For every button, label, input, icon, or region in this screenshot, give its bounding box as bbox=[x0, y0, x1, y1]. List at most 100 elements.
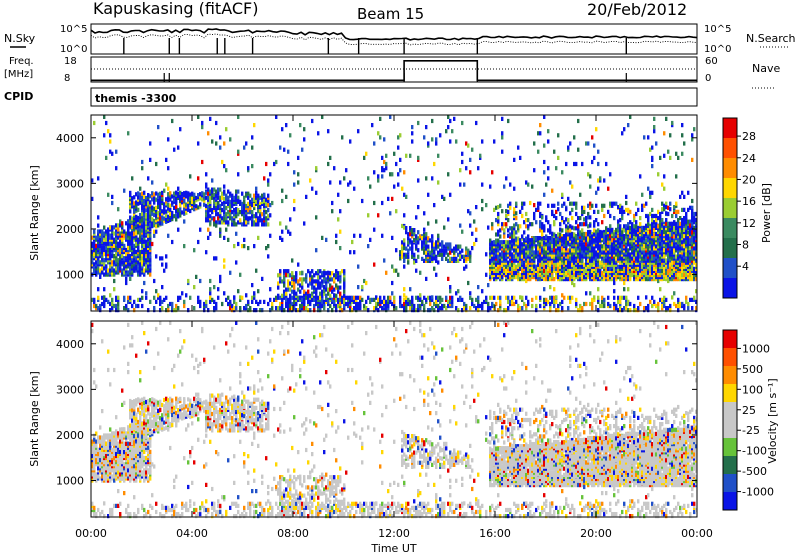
range-cell bbox=[621, 205, 624, 210]
range-cell bbox=[129, 262, 132, 267]
range-cell bbox=[385, 270, 388, 275]
range-cell bbox=[93, 229, 96, 234]
range-cell bbox=[587, 211, 590, 217]
range-cell bbox=[141, 295, 144, 300]
range-cell bbox=[581, 274, 584, 279]
range-cell bbox=[385, 299, 388, 304]
range-cell bbox=[499, 228, 502, 233]
range-cell bbox=[287, 303, 290, 309]
range-cell bbox=[307, 299, 310, 304]
range-cell bbox=[101, 245, 104, 250]
range-cell bbox=[137, 248, 140, 253]
range-cell bbox=[503, 308, 506, 313]
range-cell bbox=[103, 252, 106, 257]
range-cell bbox=[153, 223, 156, 228]
range-cell bbox=[569, 201, 572, 206]
range-cell bbox=[255, 218, 258, 223]
range-cell bbox=[603, 303, 606, 309]
range-cell bbox=[183, 219, 186, 224]
range-cell bbox=[527, 182, 530, 187]
range-cell bbox=[141, 203, 144, 209]
range-cell bbox=[335, 293, 338, 298]
range-cell bbox=[279, 276, 282, 281]
range-cell bbox=[551, 231, 554, 236]
range-cell bbox=[513, 254, 516, 259]
range-cell bbox=[505, 268, 508, 273]
range-cell bbox=[263, 192, 266, 197]
range-cell bbox=[571, 256, 574, 261]
range-cell bbox=[151, 241, 154, 247]
range-cell bbox=[591, 159, 594, 165]
range-cell bbox=[591, 258, 594, 263]
range-cell bbox=[179, 207, 182, 212]
range-cell bbox=[643, 203, 646, 208]
range-cell bbox=[589, 184, 592, 189]
range-cell bbox=[497, 205, 500, 210]
range-cell bbox=[577, 254, 580, 259]
range-cell bbox=[627, 299, 630, 304]
range-cell bbox=[137, 215, 140, 221]
range-cell bbox=[621, 244, 624, 249]
range-cell bbox=[287, 287, 290, 292]
cpid-label: CPID bbox=[4, 90, 33, 103]
range-cell bbox=[191, 199, 194, 204]
range-cell bbox=[367, 213, 370, 218]
range-cell bbox=[523, 201, 526, 206]
range-cell bbox=[623, 240, 626, 245]
range-cell bbox=[311, 186, 314, 191]
range-cell bbox=[625, 200, 628, 206]
range-cell bbox=[101, 295, 104, 300]
range-cell bbox=[459, 182, 462, 187]
range-cell bbox=[401, 254, 404, 259]
range-cell bbox=[315, 248, 318, 253]
range-cell bbox=[621, 216, 624, 221]
range-cell bbox=[123, 295, 126, 300]
range-cell bbox=[121, 254, 124, 259]
range-cell bbox=[563, 268, 566, 273]
range-cell bbox=[295, 301, 298, 307]
range-cell bbox=[547, 166, 550, 171]
range-cell bbox=[137, 237, 140, 242]
range-cell bbox=[383, 168, 386, 173]
range-cell bbox=[523, 220, 526, 225]
range-cell bbox=[403, 264, 406, 269]
range-cell bbox=[177, 191, 180, 196]
range-cell bbox=[543, 264, 546, 269]
range-cell bbox=[643, 236, 646, 241]
range-cell bbox=[319, 285, 322, 290]
range-cell bbox=[315, 295, 318, 300]
range-cell bbox=[151, 191, 154, 196]
range-cell bbox=[345, 168, 348, 173]
range-cell bbox=[311, 118, 314, 124]
range-cell bbox=[403, 213, 406, 218]
range-cell bbox=[565, 234, 568, 239]
range-cell bbox=[575, 220, 578, 225]
range-cell bbox=[575, 205, 578, 210]
range-cell bbox=[229, 191, 232, 196]
range-cell bbox=[475, 227, 478, 232]
range-cell bbox=[173, 147, 176, 152]
range-cell bbox=[563, 220, 566, 225]
range-cell bbox=[147, 201, 150, 206]
range-cell bbox=[277, 273, 280, 278]
range-cell bbox=[333, 277, 336, 282]
range-cell bbox=[533, 211, 536, 217]
range-cell bbox=[221, 220, 224, 225]
range-cell bbox=[449, 285, 452, 290]
range-cell bbox=[111, 235, 114, 240]
range-cell bbox=[395, 268, 398, 273]
range-cell bbox=[545, 182, 548, 187]
range-cell bbox=[229, 299, 232, 304]
range-cell bbox=[547, 220, 550, 225]
range-cell bbox=[497, 295, 500, 300]
range-cell bbox=[437, 303, 440, 309]
range-cell bbox=[217, 212, 220, 217]
range-cell bbox=[315, 299, 318, 304]
range-cell bbox=[171, 301, 174, 307]
range-cell bbox=[593, 260, 596, 265]
range-cell bbox=[245, 208, 248, 213]
range-cell bbox=[209, 291, 212, 296]
range-cell bbox=[595, 232, 598, 237]
range-cell bbox=[223, 217, 226, 222]
range-cell bbox=[423, 295, 426, 300]
